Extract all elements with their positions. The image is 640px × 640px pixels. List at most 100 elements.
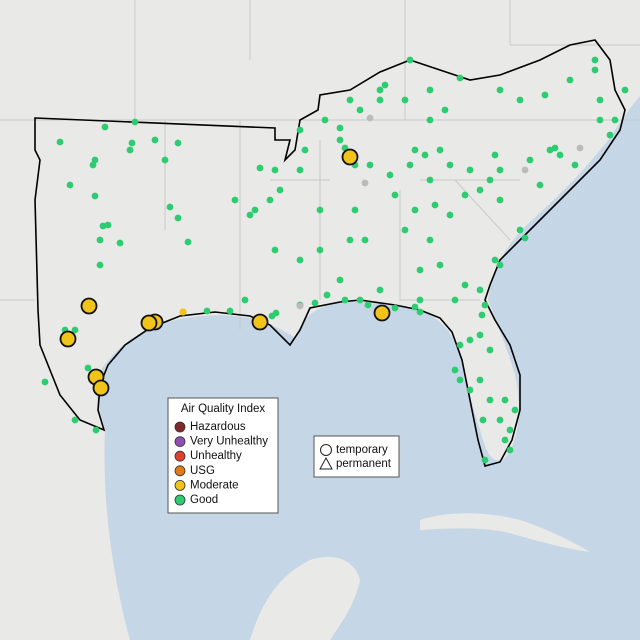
monitor-large: [341, 148, 359, 166]
monitor-dot: [496, 261, 504, 269]
monitor-dot: [92, 426, 100, 434]
monitor-large: [92, 379, 110, 397]
monitor-dot: [446, 211, 454, 219]
monitor-dot: [128, 139, 136, 147]
legend-items: Hazardous Very Unhealthy Unhealthy USG Moder…: [174, 421, 268, 506]
monitor-dot: [126, 146, 134, 154]
monitor-dot: [246, 211, 254, 219]
monitor-dot: [451, 296, 459, 304]
monitor-dot: [66, 181, 74, 189]
monitor-dot: [506, 446, 514, 454]
monitor-dot: [411, 206, 419, 214]
monitor-dot: [436, 261, 444, 269]
legend-label: Good: [190, 494, 218, 506]
monitor-dot: [571, 161, 579, 169]
legend-swatch: [174, 421, 186, 433]
monitor-dot: [461, 191, 469, 199]
monitor-dot: [296, 166, 304, 174]
monitor-dot: [466, 166, 474, 174]
monitor-dot: [411, 146, 419, 154]
legend-label: temporary: [336, 444, 388, 456]
monitor-dot-nodata: [366, 114, 374, 122]
aqi-legend: Air Quality Index Hazardous Very Unhealth…: [167, 397, 279, 514]
monitor-dot: [401, 96, 409, 104]
circle-symbol: [320, 444, 332, 456]
monitor-dot-nodata: [521, 166, 529, 174]
monitor-dot: [311, 299, 319, 307]
monitor-dot: [479, 416, 487, 424]
monitor-dot: [446, 161, 454, 169]
monitor-dot: [174, 214, 182, 222]
monitor-dot: [356, 106, 364, 114]
monitor-dot: [226, 307, 234, 315]
monitor-dot: [376, 96, 384, 104]
monitor-dot-nodata: [361, 179, 369, 187]
legend-label: USG: [190, 465, 215, 477]
monitor-dot: [606, 131, 614, 139]
legend-swatch: [174, 465, 186, 477]
monitor-dot: [491, 256, 499, 264]
monitor-dot: [131, 118, 139, 126]
monitor-dot: [321, 116, 329, 124]
monitor-dot: [426, 86, 434, 94]
monitor-dot: [541, 91, 549, 99]
legend-swatch: [174, 450, 186, 462]
monitor-dot: [366, 161, 374, 169]
monitor-dot: [481, 301, 489, 309]
monitor-dot: [551, 144, 559, 152]
monitor-dot: [361, 236, 369, 244]
monitor-dot: [406, 161, 414, 169]
monitor-dot-nodata: [296, 302, 304, 310]
monitor-large: [80, 297, 98, 315]
monitor-dot: [336, 136, 344, 144]
monitors: [41, 56, 629, 464]
monitor-large: [59, 330, 77, 348]
legend-swatch: [174, 494, 186, 506]
legend-box: [167, 397, 279, 514]
monitor-dot: [566, 76, 574, 84]
monitor-dot: [431, 201, 439, 209]
monitor-dot: [364, 301, 372, 309]
monitor-dot: [421, 151, 429, 159]
monitor-dot: [596, 116, 604, 124]
monitor-dot: [71, 326, 79, 334]
monitor-dot: [296, 256, 304, 264]
monitor-dot: [271, 166, 279, 174]
monitor-dot: [272, 309, 280, 317]
monitor-dot: [501, 436, 509, 444]
monitor-large: [140, 314, 158, 332]
monitor-dot: [478, 311, 486, 319]
monitor-dot: [346, 236, 354, 244]
monitor-dot: [116, 239, 124, 247]
monitor-dot: [416, 296, 424, 304]
monitor-dot-nodata: [576, 144, 584, 152]
monitor-large: [251, 313, 269, 331]
monitor-dot: [426, 176, 434, 184]
monitor-large: [373, 304, 391, 322]
monitor-dot: [506, 426, 514, 434]
monitor-dot: [456, 376, 464, 384]
monitor-dot: [376, 86, 384, 94]
monitor-dot: [611, 116, 619, 124]
monitor-dot: [179, 308, 187, 316]
monitor-dot: [376, 286, 384, 294]
monitor-dot: [296, 126, 304, 134]
monitor-dot: [341, 296, 349, 304]
monitor-dot: [91, 192, 99, 200]
monitor-dot: [241, 296, 249, 304]
monitor-dot: [536, 181, 544, 189]
monitor-dot: [266, 196, 274, 204]
monitor-dot: [89, 161, 97, 169]
monitor-dot: [486, 396, 494, 404]
monitor-dot: [336, 276, 344, 284]
monitor-dot: [496, 166, 504, 174]
monitor-dot: [251, 206, 259, 214]
monitor-dot: [381, 81, 389, 89]
monitor-dot: [426, 116, 434, 124]
monitor-dot: [316, 206, 324, 214]
monitor-dot: [451, 366, 459, 374]
monitor-dot: [401, 226, 409, 234]
legend-label: permanent: [336, 458, 392, 470]
monitor-dot: [301, 146, 309, 154]
